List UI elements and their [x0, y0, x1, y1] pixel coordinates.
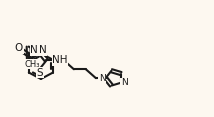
- Text: S: S: [36, 68, 43, 78]
- Text: N: N: [99, 74, 106, 83]
- Text: N: N: [39, 45, 46, 55]
- Text: N: N: [121, 78, 128, 87]
- Text: NH: NH: [52, 55, 68, 65]
- Text: CH₃: CH₃: [24, 60, 40, 69]
- Text: O: O: [15, 43, 23, 53]
- Text: N: N: [30, 45, 38, 55]
